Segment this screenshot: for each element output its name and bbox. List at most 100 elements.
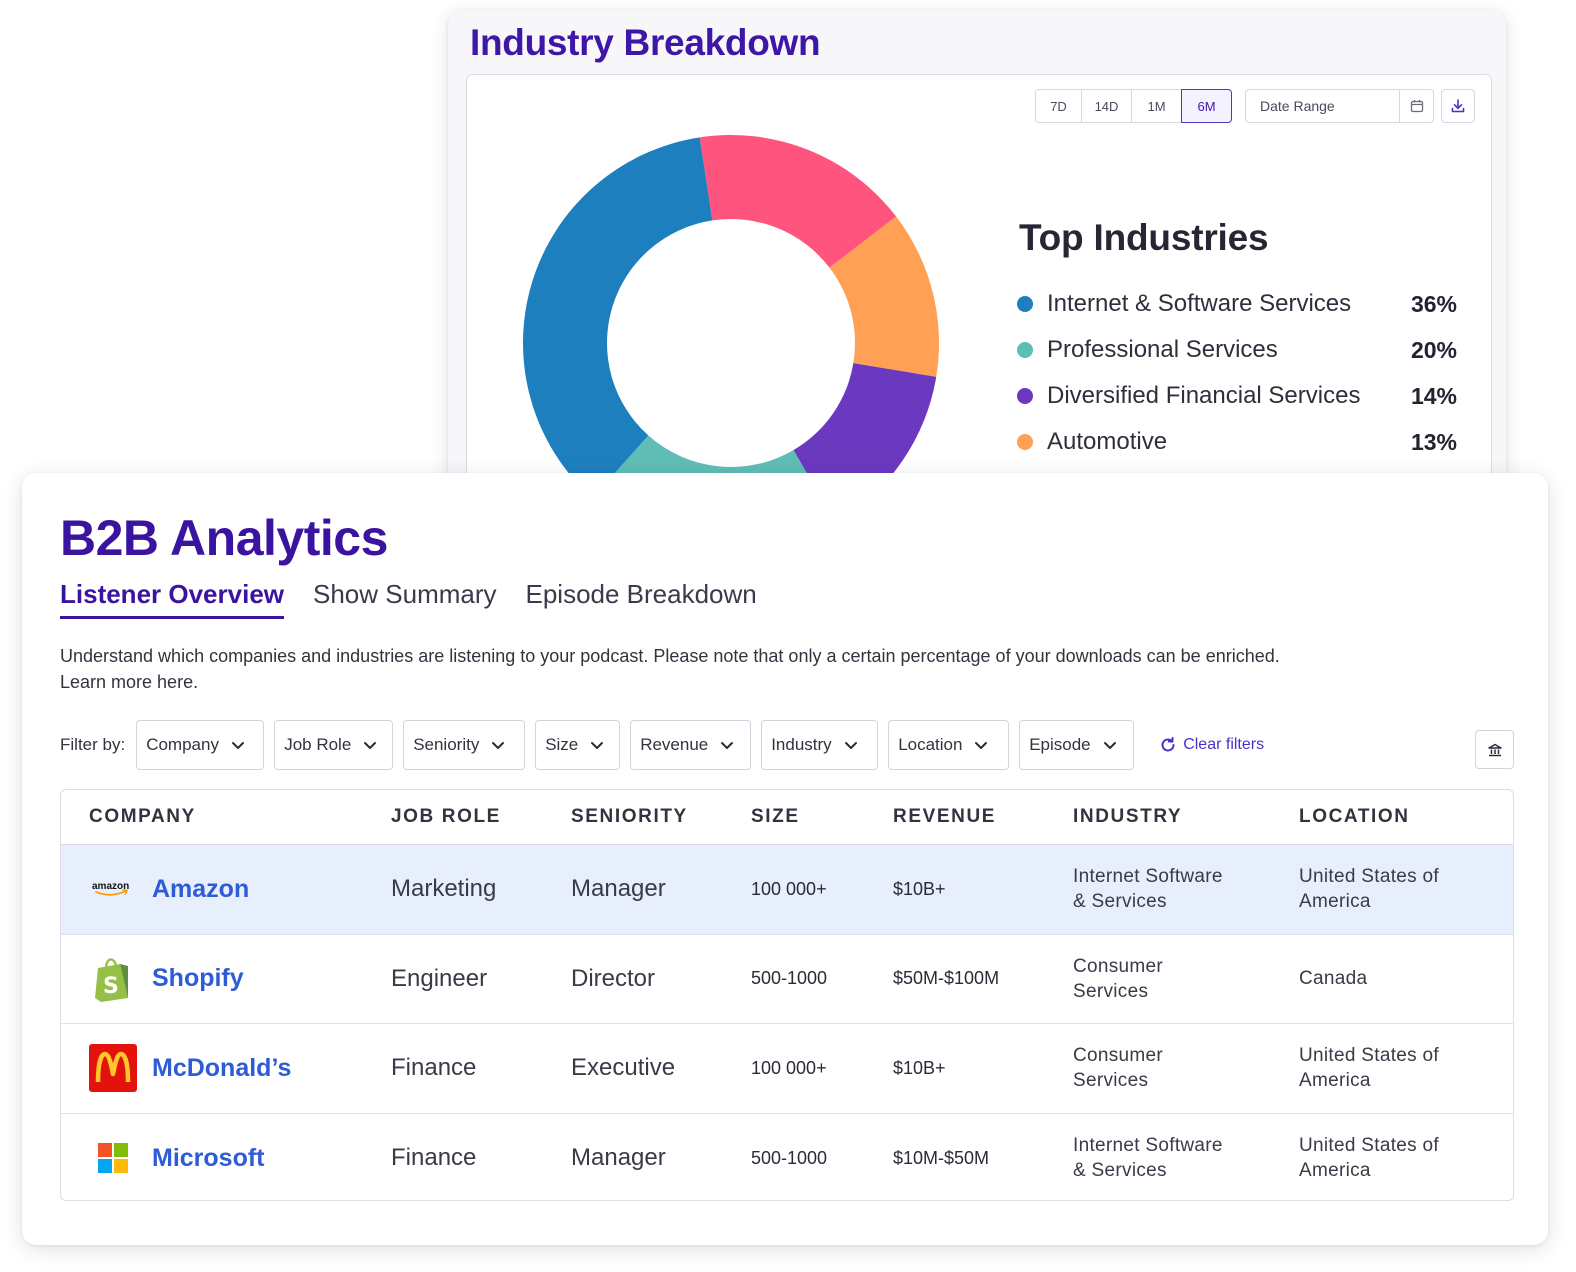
column-header-company[interactable]: COMPANY bbox=[89, 806, 196, 827]
range-6m-button[interactable]: 6M bbox=[1181, 89, 1232, 123]
company-view-button[interactable] bbox=[1475, 730, 1514, 769]
industry-breakdown-title: Industry Breakdown bbox=[470, 22, 821, 63]
building-icon bbox=[1487, 743, 1502, 756]
company-cell: S Shopify bbox=[61, 955, 391, 1003]
filter-episode-label: Episode bbox=[1029, 735, 1091, 754]
location-cell: United States of America bbox=[1299, 864, 1499, 914]
tab-bar: Listener Overview Show Summary Episode B… bbox=[60, 579, 786, 619]
location-line: Canada bbox=[1299, 968, 1368, 990]
date-range-picker[interactable]: Date Range bbox=[1245, 89, 1434, 123]
job-role-cell: Marketing bbox=[391, 875, 497, 903]
filter-seniority[interactable]: Seniority bbox=[403, 720, 526, 770]
description-text: Understand which companies and industrie… bbox=[60, 646, 1280, 666]
range-14d-button[interactable]: 14D bbox=[1081, 89, 1132, 123]
legend-percent: 36% bbox=[1410, 290, 1457, 317]
tab-listener-overview[interactable]: Listener Overview bbox=[60, 579, 284, 619]
range-7d-button[interactable]: 7D bbox=[1035, 89, 1082, 123]
column-header-revenue[interactable]: REVENUE bbox=[893, 806, 997, 827]
mcdonalds-logo bbox=[89, 1044, 137, 1093]
tab-episode-breakdown[interactable]: Episode Breakdown bbox=[525, 579, 757, 609]
location-line: United States of bbox=[1299, 866, 1439, 888]
legend-percent: 13% bbox=[1410, 428, 1457, 455]
revenue-cell: $50M-$100M bbox=[893, 968, 1000, 989]
table-row[interactable]: amazon Amazon Marketing Manager 100 000+… bbox=[61, 844, 1513, 935]
shopify-logo: S bbox=[89, 955, 137, 1003]
industry-breakdown-card: Industry Breakdown 7D 14D 1M 6M Date Ran… bbox=[448, 10, 1506, 510]
column-header-location[interactable]: LOCATION bbox=[1299, 806, 1410, 827]
microsoft-logo bbox=[89, 1134, 137, 1182]
filter-bar: Filter by: Company Job Role Seniority Si… bbox=[60, 720, 1264, 770]
filter-revenue[interactable]: Revenue bbox=[630, 720, 752, 770]
location-line: United States of bbox=[1299, 1135, 1439, 1157]
filter-size[interactable]: Size bbox=[535, 720, 621, 770]
size-cell: 100 000+ bbox=[751, 1057, 827, 1078]
filter-job-role-label: Job Role bbox=[284, 735, 352, 754]
industry-line: & Services bbox=[1073, 1160, 1167, 1182]
company-link[interactable]: Microsoft bbox=[152, 1143, 265, 1172]
clear-filters-button[interactable]: Clear filters bbox=[1159, 736, 1264, 754]
chevron-down-icon bbox=[720, 741, 734, 750]
page-description: Understand which companies and industrie… bbox=[60, 643, 1390, 695]
industry-line: Services bbox=[1073, 980, 1149, 1002]
b2b-analytics-card: B2B Analytics Listener Overview Show Sum… bbox=[22, 473, 1548, 1245]
column-header-industry[interactable]: INDUSTRY bbox=[1073, 806, 1183, 827]
filter-location-label: Location bbox=[898, 735, 963, 754]
column-header-seniority[interactable]: SENIORITY bbox=[571, 806, 688, 827]
learn-more-link[interactable]: Learn more here. bbox=[60, 672, 199, 692]
revenue-cell: $10B+ bbox=[893, 1057, 946, 1078]
location-cell: United States of America bbox=[1299, 1043, 1499, 1093]
page-title: B2B Analytics bbox=[60, 510, 388, 566]
legend-item: Internet & Software Services 36% bbox=[1017, 281, 1457, 327]
chevron-down-icon bbox=[363, 741, 377, 750]
svg-text:amazon: amazon bbox=[92, 881, 129, 892]
table-row[interactable]: S Shopify Engineer Director 500-1000 $50… bbox=[61, 935, 1513, 1024]
size-cell: 500-1000 bbox=[751, 968, 828, 989]
filter-company[interactable]: Company bbox=[136, 720, 265, 770]
range-1m-button[interactable]: 1M bbox=[1131, 89, 1182, 123]
svg-text:S: S bbox=[103, 974, 119, 999]
legend-swatch bbox=[1017, 342, 1033, 358]
company-link[interactable]: Shopify bbox=[152, 964, 244, 993]
donut-slice[interactable] bbox=[699, 135, 897, 268]
column-header-job-role[interactable]: JOB ROLE bbox=[391, 806, 501, 827]
table-row[interactable]: McDonald’s Finance Executive 100 000+ $1… bbox=[61, 1024, 1513, 1114]
legend-label: Internet & Software Services bbox=[1047, 290, 1352, 317]
company-cell: Microsoft bbox=[61, 1134, 391, 1182]
industry-line: Consumer bbox=[1073, 1045, 1164, 1067]
filter-industry-label: Industry bbox=[771, 735, 832, 754]
seniority-cell: Director bbox=[571, 964, 656, 992]
industry-line: Internet Software bbox=[1073, 866, 1223, 888]
download-button[interactable] bbox=[1441, 89, 1475, 123]
donut-slice[interactable] bbox=[523, 137, 713, 499]
industry-cell: Consumer Services bbox=[1073, 954, 1299, 1004]
company-cell: amazon Amazon bbox=[61, 844, 391, 934]
filter-episode[interactable]: Episode bbox=[1019, 720, 1135, 770]
location-line: America bbox=[1299, 1070, 1371, 1092]
legend-swatch bbox=[1017, 296, 1033, 312]
company-link[interactable]: Amazon bbox=[152, 874, 250, 903]
filter-industry[interactable]: Industry bbox=[761, 720, 879, 770]
donut-slice[interactable] bbox=[829, 216, 939, 377]
industry-cell: Internet Software & Services bbox=[1073, 1133, 1299, 1183]
column-header-size[interactable]: SIZE bbox=[751, 806, 800, 827]
table-header: COMPANY JOB ROLE SENIORITY SIZE REVENUE … bbox=[61, 790, 1513, 845]
size-cell: 500-1000 bbox=[751, 1147, 828, 1168]
table-row[interactable]: Microsoft Finance Manager 500-1000 $10M-… bbox=[61, 1114, 1513, 1201]
revenue-cell: $10M-$50M bbox=[893, 1147, 990, 1168]
calendar-icon[interactable] bbox=[1399, 89, 1433, 123]
listeners-table: COMPANY JOB ROLE SENIORITY SIZE REVENUE … bbox=[60, 789, 1514, 1201]
legend-item: Automotive 13% bbox=[1017, 419, 1457, 465]
company-link[interactable]: McDonald’s bbox=[152, 1053, 292, 1082]
revenue-cell: $10B+ bbox=[893, 878, 946, 899]
company-cell: McDonald’s bbox=[61, 1044, 391, 1093]
refresh-icon bbox=[1161, 737, 1175, 752]
chevron-down-icon bbox=[491, 741, 505, 750]
location-cell: United States of America bbox=[1299, 1133, 1499, 1183]
legend-label: Automotive bbox=[1047, 428, 1168, 455]
filter-location[interactable]: Location bbox=[888, 720, 1010, 770]
tab-show-summary[interactable]: Show Summary bbox=[313, 579, 497, 609]
industry-line: Internet Software bbox=[1073, 1135, 1223, 1157]
filter-job-role[interactable]: Job Role bbox=[274, 720, 394, 770]
job-role-cell: Engineer bbox=[391, 964, 488, 992]
clear-filters-label: Clear filters bbox=[1183, 736, 1265, 753]
